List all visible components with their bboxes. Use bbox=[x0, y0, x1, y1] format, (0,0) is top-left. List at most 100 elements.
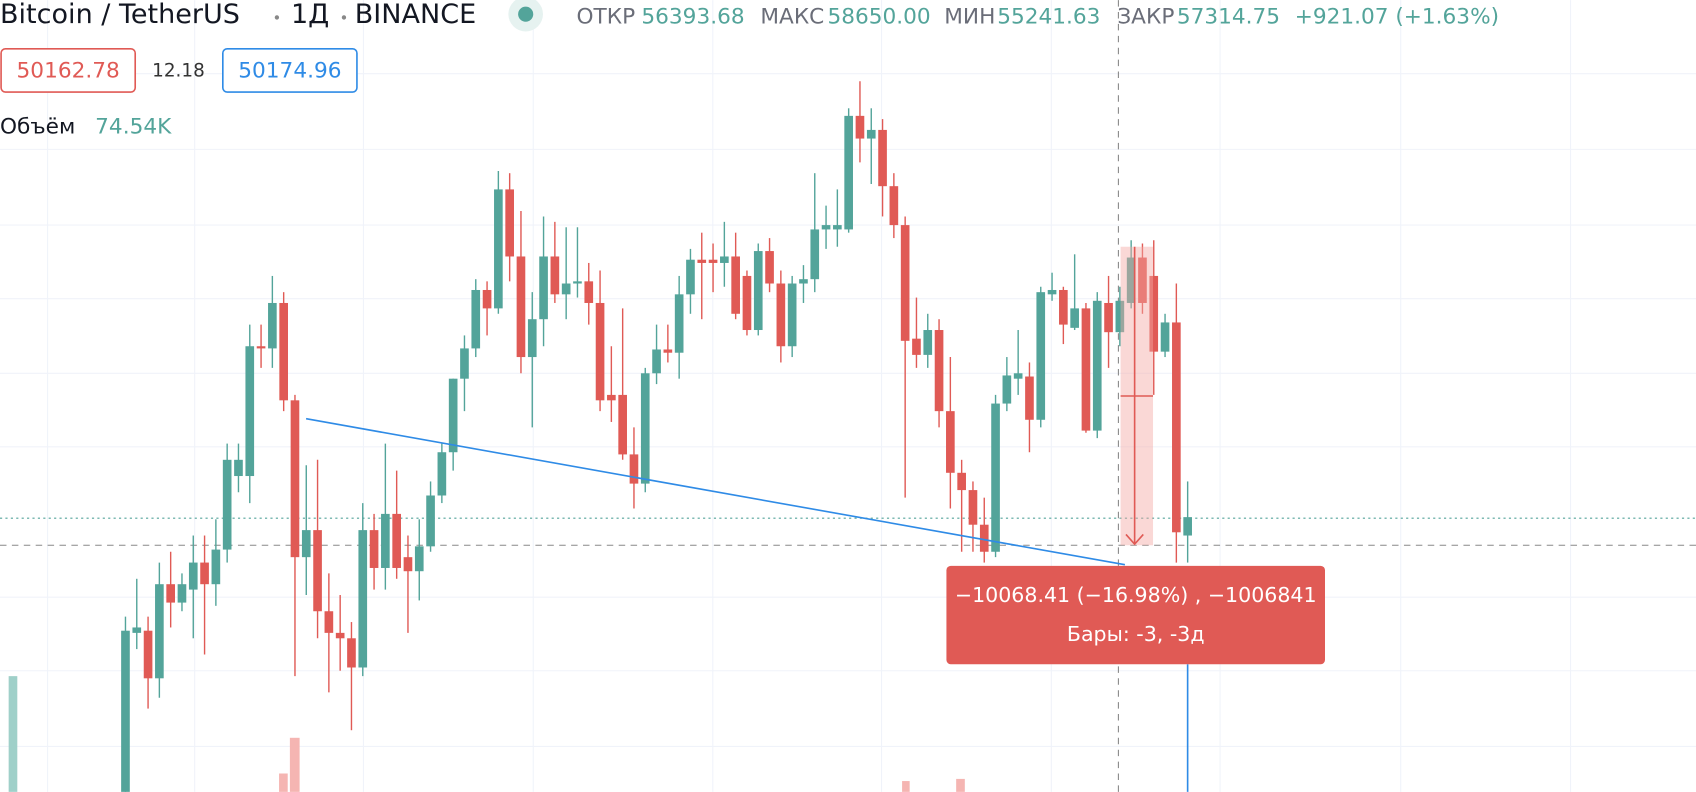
candle-body bbox=[290, 400, 300, 558]
candle-body bbox=[640, 373, 650, 484]
candle-body bbox=[900, 225, 910, 341]
candle-body bbox=[866, 129, 876, 139]
volume-bar bbox=[289, 737, 300, 792]
candle-body bbox=[979, 524, 989, 552]
candle-body bbox=[414, 546, 424, 572]
trend-line bbox=[305, 417, 1126, 566]
candle-body bbox=[313, 530, 322, 612]
candle-body bbox=[392, 513, 401, 568]
bid-box[interactable] bbox=[0, 47, 137, 93]
volume-value: 74.54K bbox=[95, 115, 172, 140]
candle-body bbox=[200, 562, 209, 585]
candle-body bbox=[844, 115, 853, 230]
candle-body bbox=[1025, 376, 1034, 420]
candle-body bbox=[629, 454, 639, 484]
exchange: BINANCE bbox=[355, 0, 476, 30]
candle-body bbox=[234, 459, 243, 477]
candle-body bbox=[494, 189, 503, 309]
candle-body bbox=[607, 394, 616, 401]
ask[interactable]: 50174.96 bbox=[238, 59, 341, 84]
open-value: 56393.68 bbox=[641, 4, 744, 29]
candle-body bbox=[652, 349, 661, 374]
candle-body bbox=[946, 411, 955, 473]
candle-body bbox=[155, 584, 164, 679]
candle-body bbox=[855, 115, 865, 139]
bid[interactable]: 50162.78 bbox=[17, 59, 120, 84]
candle-body bbox=[1149, 275, 1159, 352]
candle-body bbox=[166, 584, 175, 603]
candle-body bbox=[471, 289, 481, 349]
candle-body bbox=[618, 394, 627, 455]
measure-arrow-head bbox=[1125, 533, 1144, 546]
candle-body bbox=[742, 275, 752, 331]
close-label: ЗАКР bbox=[1117, 4, 1174, 29]
candle-body bbox=[991, 403, 1000, 552]
separator bbox=[274, 15, 280, 20]
candle-body bbox=[381, 513, 390, 568]
candle-body bbox=[1070, 308, 1079, 328]
candle-body bbox=[1013, 373, 1023, 379]
volume-bar bbox=[8, 676, 18, 792]
change: +921.07 (+1.63%) bbox=[1295, 4, 1499, 29]
candle-body bbox=[403, 557, 413, 572]
volume-bar bbox=[902, 781, 910, 792]
candle-body bbox=[1047, 289, 1057, 295]
candle-body bbox=[1183, 517, 1192, 536]
measure-tooltip bbox=[946, 565, 1325, 665]
candle-body bbox=[256, 346, 266, 349]
candle-body bbox=[934, 330, 944, 412]
candle-body bbox=[697, 259, 707, 263]
candle-body bbox=[1002, 375, 1012, 404]
candle-body bbox=[448, 378, 458, 453]
volume-bar bbox=[279, 773, 288, 792]
measure-bars: Бары: -3, -3д bbox=[1067, 622, 1205, 646]
high-label: МАКС bbox=[760, 4, 824, 29]
spread: 12.18 bbox=[152, 61, 205, 82]
candle-body bbox=[132, 627, 142, 633]
candle-body bbox=[787, 283, 797, 347]
low-value: 55241.63 bbox=[997, 4, 1100, 29]
candle-body bbox=[923, 330, 933, 355]
candle-body bbox=[595, 302, 605, 401]
candle-body bbox=[833, 225, 842, 230]
candle-body bbox=[505, 189, 514, 257]
high-value: 58650.00 bbox=[827, 4, 930, 29]
candle-body bbox=[324, 611, 334, 633]
candle-body bbox=[527, 319, 537, 358]
volume-label: Объём bbox=[0, 115, 75, 140]
candle-body bbox=[1160, 322, 1170, 352]
candle-body bbox=[1036, 292, 1046, 420]
interval: 1Д bbox=[291, 0, 329, 30]
candle-body bbox=[810, 229, 820, 280]
candle-body bbox=[369, 530, 379, 568]
candle-body bbox=[335, 632, 345, 639]
candle-body bbox=[708, 259, 718, 263]
ask-box[interactable] bbox=[222, 47, 358, 93]
candle-body bbox=[573, 281, 582, 284]
volume-bars bbox=[8, 676, 965, 792]
low-label: МИН bbox=[944, 4, 995, 29]
candle-body bbox=[753, 251, 763, 331]
candle-body bbox=[776, 283, 786, 347]
candle-body bbox=[539, 256, 548, 320]
symbol: Bitcoin / TetherUS bbox=[0, 0, 240, 30]
candle-body bbox=[584, 281, 594, 303]
candle-body bbox=[799, 279, 808, 284]
candles bbox=[121, 81, 1192, 792]
candle-body bbox=[674, 294, 684, 353]
candle-body bbox=[561, 283, 571, 295]
candle-body bbox=[426, 495, 435, 547]
volume-bar bbox=[956, 778, 965, 792]
measure-text: −10068.41 (−16.98%) , −1006841 bbox=[955, 583, 1317, 607]
candle-body bbox=[279, 302, 288, 401]
candle-body bbox=[550, 256, 560, 295]
candle-body bbox=[1104, 302, 1113, 333]
status-dot bbox=[518, 6, 534, 22]
candle-body bbox=[957, 472, 966, 491]
candle-body bbox=[121, 630, 130, 792]
candle-body bbox=[720, 256, 729, 263]
open-label: ОТКР bbox=[577, 4, 636, 29]
candle-body bbox=[143, 630, 153, 679]
